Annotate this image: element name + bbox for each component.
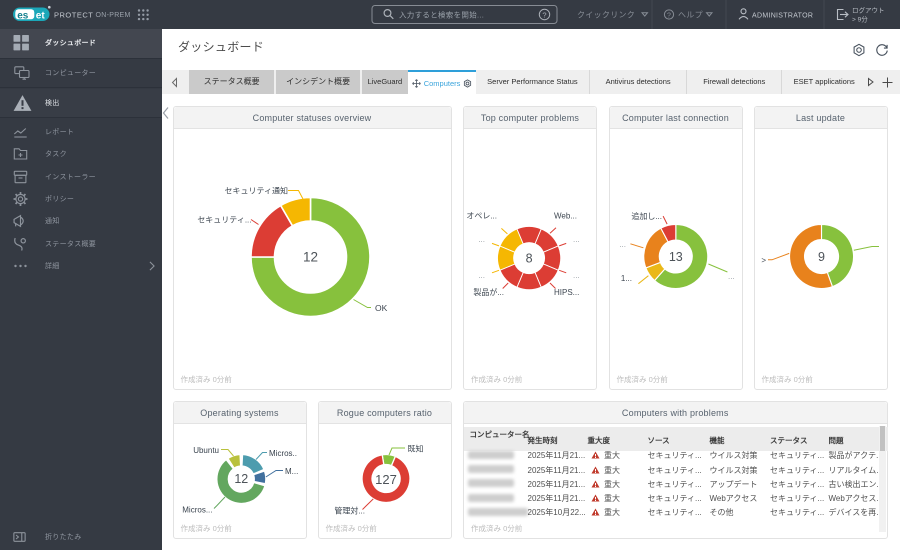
svg-text:管理対...: 管理対... [334,506,365,516]
svg-text:ON-PREM: ON-PREM [96,12,131,19]
svg-text:Ubuntu: Ubuntu [193,446,219,455]
svg-text:1...: 1... [620,274,631,283]
svg-text:...: ... [728,272,735,281]
svg-text:127: 127 [375,472,397,487]
svg-text:入力すると検索を開始...: 入力すると検索を開始... [399,9,484,19]
svg-text:12: 12 [234,472,248,486]
svg-text:セキュリティ通知: セキュリティ通知 [224,185,288,195]
svg-text:8: 8 [526,251,533,265]
svg-text:9: 9 [818,250,825,264]
svg-text:Web...: Web... [554,211,577,220]
svg-text:製品が...: 製品が... [473,287,504,297]
svg-text:OK: OK [375,303,388,313]
svg-text:> 9分: > 9分 [852,15,868,24]
svg-text:PROTECT: PROTECT [54,10,93,19]
svg-text:?: ? [667,12,671,19]
svg-text:HIPS...: HIPS... [554,288,579,297]
svg-text:既知: 既知 [407,444,423,454]
svg-text:オペレ...: オペレ... [466,211,497,220]
svg-text:?: ? [542,11,546,20]
svg-text:...: ... [573,271,580,280]
svg-text:セキュリティ...: セキュリティ... [197,215,251,224]
svg-text:ログアウト: ログアウト [852,6,885,15]
svg-text:...: ... [478,235,485,244]
svg-text:クイックリンク: クイックリンク [577,11,635,20]
svg-text:es: es [17,10,29,21]
svg-text:12: 12 [302,249,317,264]
svg-text:Micros..: Micros.. [269,449,297,458]
svg-text:M...: M... [285,467,298,476]
svg-text:ヘルプ: ヘルプ [678,11,703,20]
svg-text:...: ... [573,235,580,244]
svg-text:>: > [761,255,766,264]
svg-text:Micros...: Micros... [182,506,212,515]
svg-text:追加し...: 追加し... [631,211,662,221]
svg-text:ADMINISTRATOR: ADMINISTRATOR [752,13,813,20]
svg-text:13: 13 [668,250,682,264]
svg-text:...: ... [478,271,485,280]
svg-text:...: ... [619,240,626,249]
svg-text:et: et [36,10,46,21]
